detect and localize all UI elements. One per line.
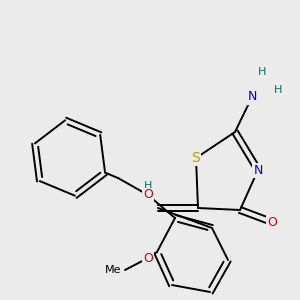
Text: H: H	[144, 181, 152, 191]
Text: Me: Me	[104, 265, 121, 275]
Text: O: O	[143, 251, 153, 265]
Text: O: O	[267, 215, 277, 229]
Text: N: N	[247, 91, 257, 103]
Text: O: O	[143, 188, 153, 202]
Text: S: S	[192, 151, 200, 165]
Text: H: H	[258, 67, 266, 77]
Text: H: H	[274, 85, 282, 95]
Text: N: N	[253, 164, 263, 176]
